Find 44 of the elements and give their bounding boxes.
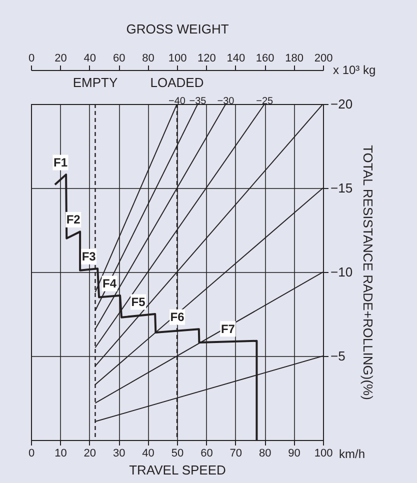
x-tick-label: 20 — [84, 448, 96, 460]
ref-line-label: EMPTY — [72, 75, 118, 90]
x-tick-label: 100 — [314, 448, 333, 460]
x2-tick-label: 20 — [54, 52, 67, 64]
x2-tick-label: 120 — [198, 52, 216, 64]
x2-tick-label: 40 — [84, 52, 96, 64]
annotation: F5 — [131, 295, 146, 309]
x2-tick-label: 80 — [142, 52, 154, 64]
annotation: F3 — [82, 250, 96, 264]
annotation: −40 — [168, 96, 186, 107]
annotation: −25 — [256, 96, 274, 107]
x2-axis-title: GROSS WEIGHT — [126, 22, 229, 36]
y-axis-title: TOTAL RESISTANCE RADE+ROLLING)(%) — [360, 145, 376, 400]
x-tick-label: 50 — [171, 448, 184, 460]
x2-tick-label: 0 — [28, 52, 35, 64]
annotation: F4 — [102, 276, 117, 291]
x2-tick-label: 100 — [168, 52, 187, 64]
text: km/h — [339, 447, 366, 461]
annotation: −30 — [217, 96, 235, 107]
y-tick-label: −15 — [330, 180, 353, 196]
y-tick-label: −20 — [330, 96, 353, 112]
y-tick-label: −10 — [330, 264, 353, 280]
x2-tick-label: 200 — [314, 52, 333, 64]
x-tick-label: 80 — [258, 448, 272, 460]
x-tick-label: 30 — [112, 448, 126, 460]
annotation: F1 — [53, 156, 68, 170]
annotation: −35 — [189, 96, 207, 107]
x-tick-label: 70 — [230, 448, 242, 460]
y-tick-label: −5 — [330, 348, 346, 364]
x-axis-title: TRAVEL SPEED — [129, 462, 226, 478]
x2-tick-label: 180 — [285, 52, 304, 64]
x2-tick-label: 60 — [112, 52, 126, 64]
x2-tick-label: 140 — [226, 52, 246, 64]
x-tick-label: 90 — [288, 448, 300, 460]
x-tick-label: 10 — [54, 448, 67, 460]
text: x 10³ kg — [333, 63, 376, 77]
annotation: F2 — [66, 212, 81, 227]
x-tick-label: 0 — [28, 448, 35, 460]
x-tick-label: 40 — [142, 448, 154, 460]
ref-line-label: LOADED — [150, 75, 204, 90]
annotation: F6 — [170, 310, 185, 324]
x2-tick-label: 160 — [256, 52, 274, 64]
annotation: F7 — [220, 322, 236, 336]
x-tick-label: 60 — [200, 448, 213, 460]
